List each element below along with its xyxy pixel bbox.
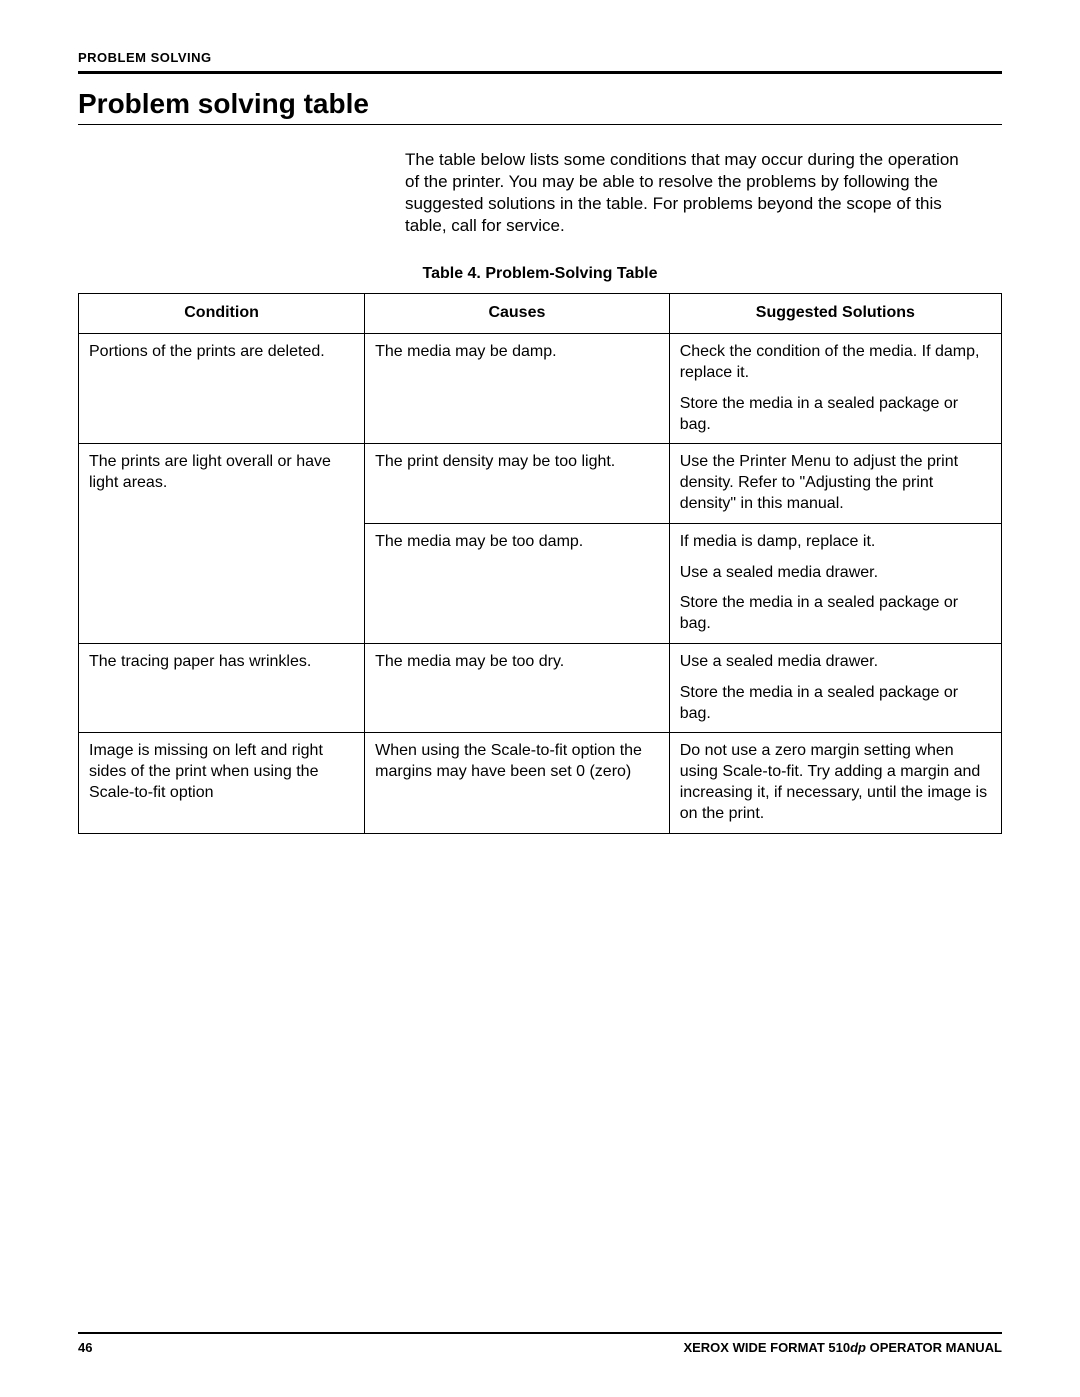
- problem-solving-table: Condition Causes Suggested Solutions Por…: [78, 293, 1002, 833]
- cell-solution: If media is damp, replace it. Use a seal…: [669, 523, 1001, 643]
- cell-condition: The prints are light overall or have lig…: [79, 444, 365, 644]
- cell-solution: Do not use a zero margin setting when us…: [669, 733, 1001, 833]
- solution-text: Store the media in a sealed package or b…: [680, 683, 991, 725]
- table-row: The prints are light overall or have lig…: [79, 444, 1002, 523]
- col-header-solutions: Suggested Solutions: [669, 294, 1001, 334]
- cell-condition: Image is missing on left and right sides…: [79, 733, 365, 833]
- solution-text: Store the media in a sealed package or b…: [680, 593, 991, 635]
- section-header-label: PROBLEM SOLVING: [78, 50, 1002, 65]
- solution-text: Check the condition of the media. If dam…: [680, 342, 991, 384]
- cell-cause: When using the Scale-to-fit option the m…: [365, 733, 670, 833]
- cell-solution: Use a sealed media drawer. Store the med…: [669, 643, 1001, 732]
- solution-text: Use a sealed media drawer.: [680, 652, 991, 673]
- title-rule-thin: [78, 124, 1002, 125]
- manual-prefix: XEROX WIDE FORMAT 510: [683, 1340, 850, 1355]
- col-header-condition: Condition: [79, 294, 365, 334]
- cell-cause: The print density may be too light.: [365, 444, 670, 523]
- table-row: Portions of the prints are deleted. The …: [79, 334, 1002, 444]
- cell-condition: The tracing paper has wrinkles.: [79, 643, 365, 732]
- header-rule-thick: [78, 71, 1002, 74]
- col-header-causes: Causes: [365, 294, 670, 334]
- page-footer: 46 XEROX WIDE FORMAT 510dp OPERATOR MANU…: [78, 1332, 1002, 1355]
- cell-condition: Portions of the prints are deleted.: [79, 334, 365, 444]
- cell-cause: The media may be damp.: [365, 334, 670, 444]
- cell-solution: Check the condition of the media. If dam…: [669, 334, 1001, 444]
- solution-text: If media is damp, replace it.: [680, 532, 991, 553]
- solution-text: Store the media in a sealed package or b…: [680, 394, 991, 436]
- page-title: Problem solving table: [78, 88, 1002, 120]
- manual-title: XEROX WIDE FORMAT 510dp OPERATOR MANUAL: [683, 1340, 1002, 1355]
- cell-cause: The media may be too dry.: [365, 643, 670, 732]
- footer-rule: [78, 1332, 1002, 1334]
- table-row: Image is missing on left and right sides…: [79, 733, 1002, 833]
- cell-cause: The media may be too damp.: [365, 523, 670, 643]
- page-number: 46: [78, 1340, 92, 1355]
- solution-text: Use a sealed media drawer.: [680, 563, 991, 584]
- table-header-row: Condition Causes Suggested Solutions: [79, 294, 1002, 334]
- cell-solution: Use the Printer Menu to adjust the print…: [669, 444, 1001, 523]
- table-row: The tracing paper has wrinkles. The medi…: [79, 643, 1002, 732]
- manual-model-italic: dp: [850, 1340, 866, 1355]
- table-caption: Table 4. Problem-Solving Table: [78, 265, 1002, 283]
- manual-suffix: OPERATOR MANUAL: [866, 1340, 1002, 1355]
- intro-paragraph: The table below lists some conditions th…: [405, 149, 965, 237]
